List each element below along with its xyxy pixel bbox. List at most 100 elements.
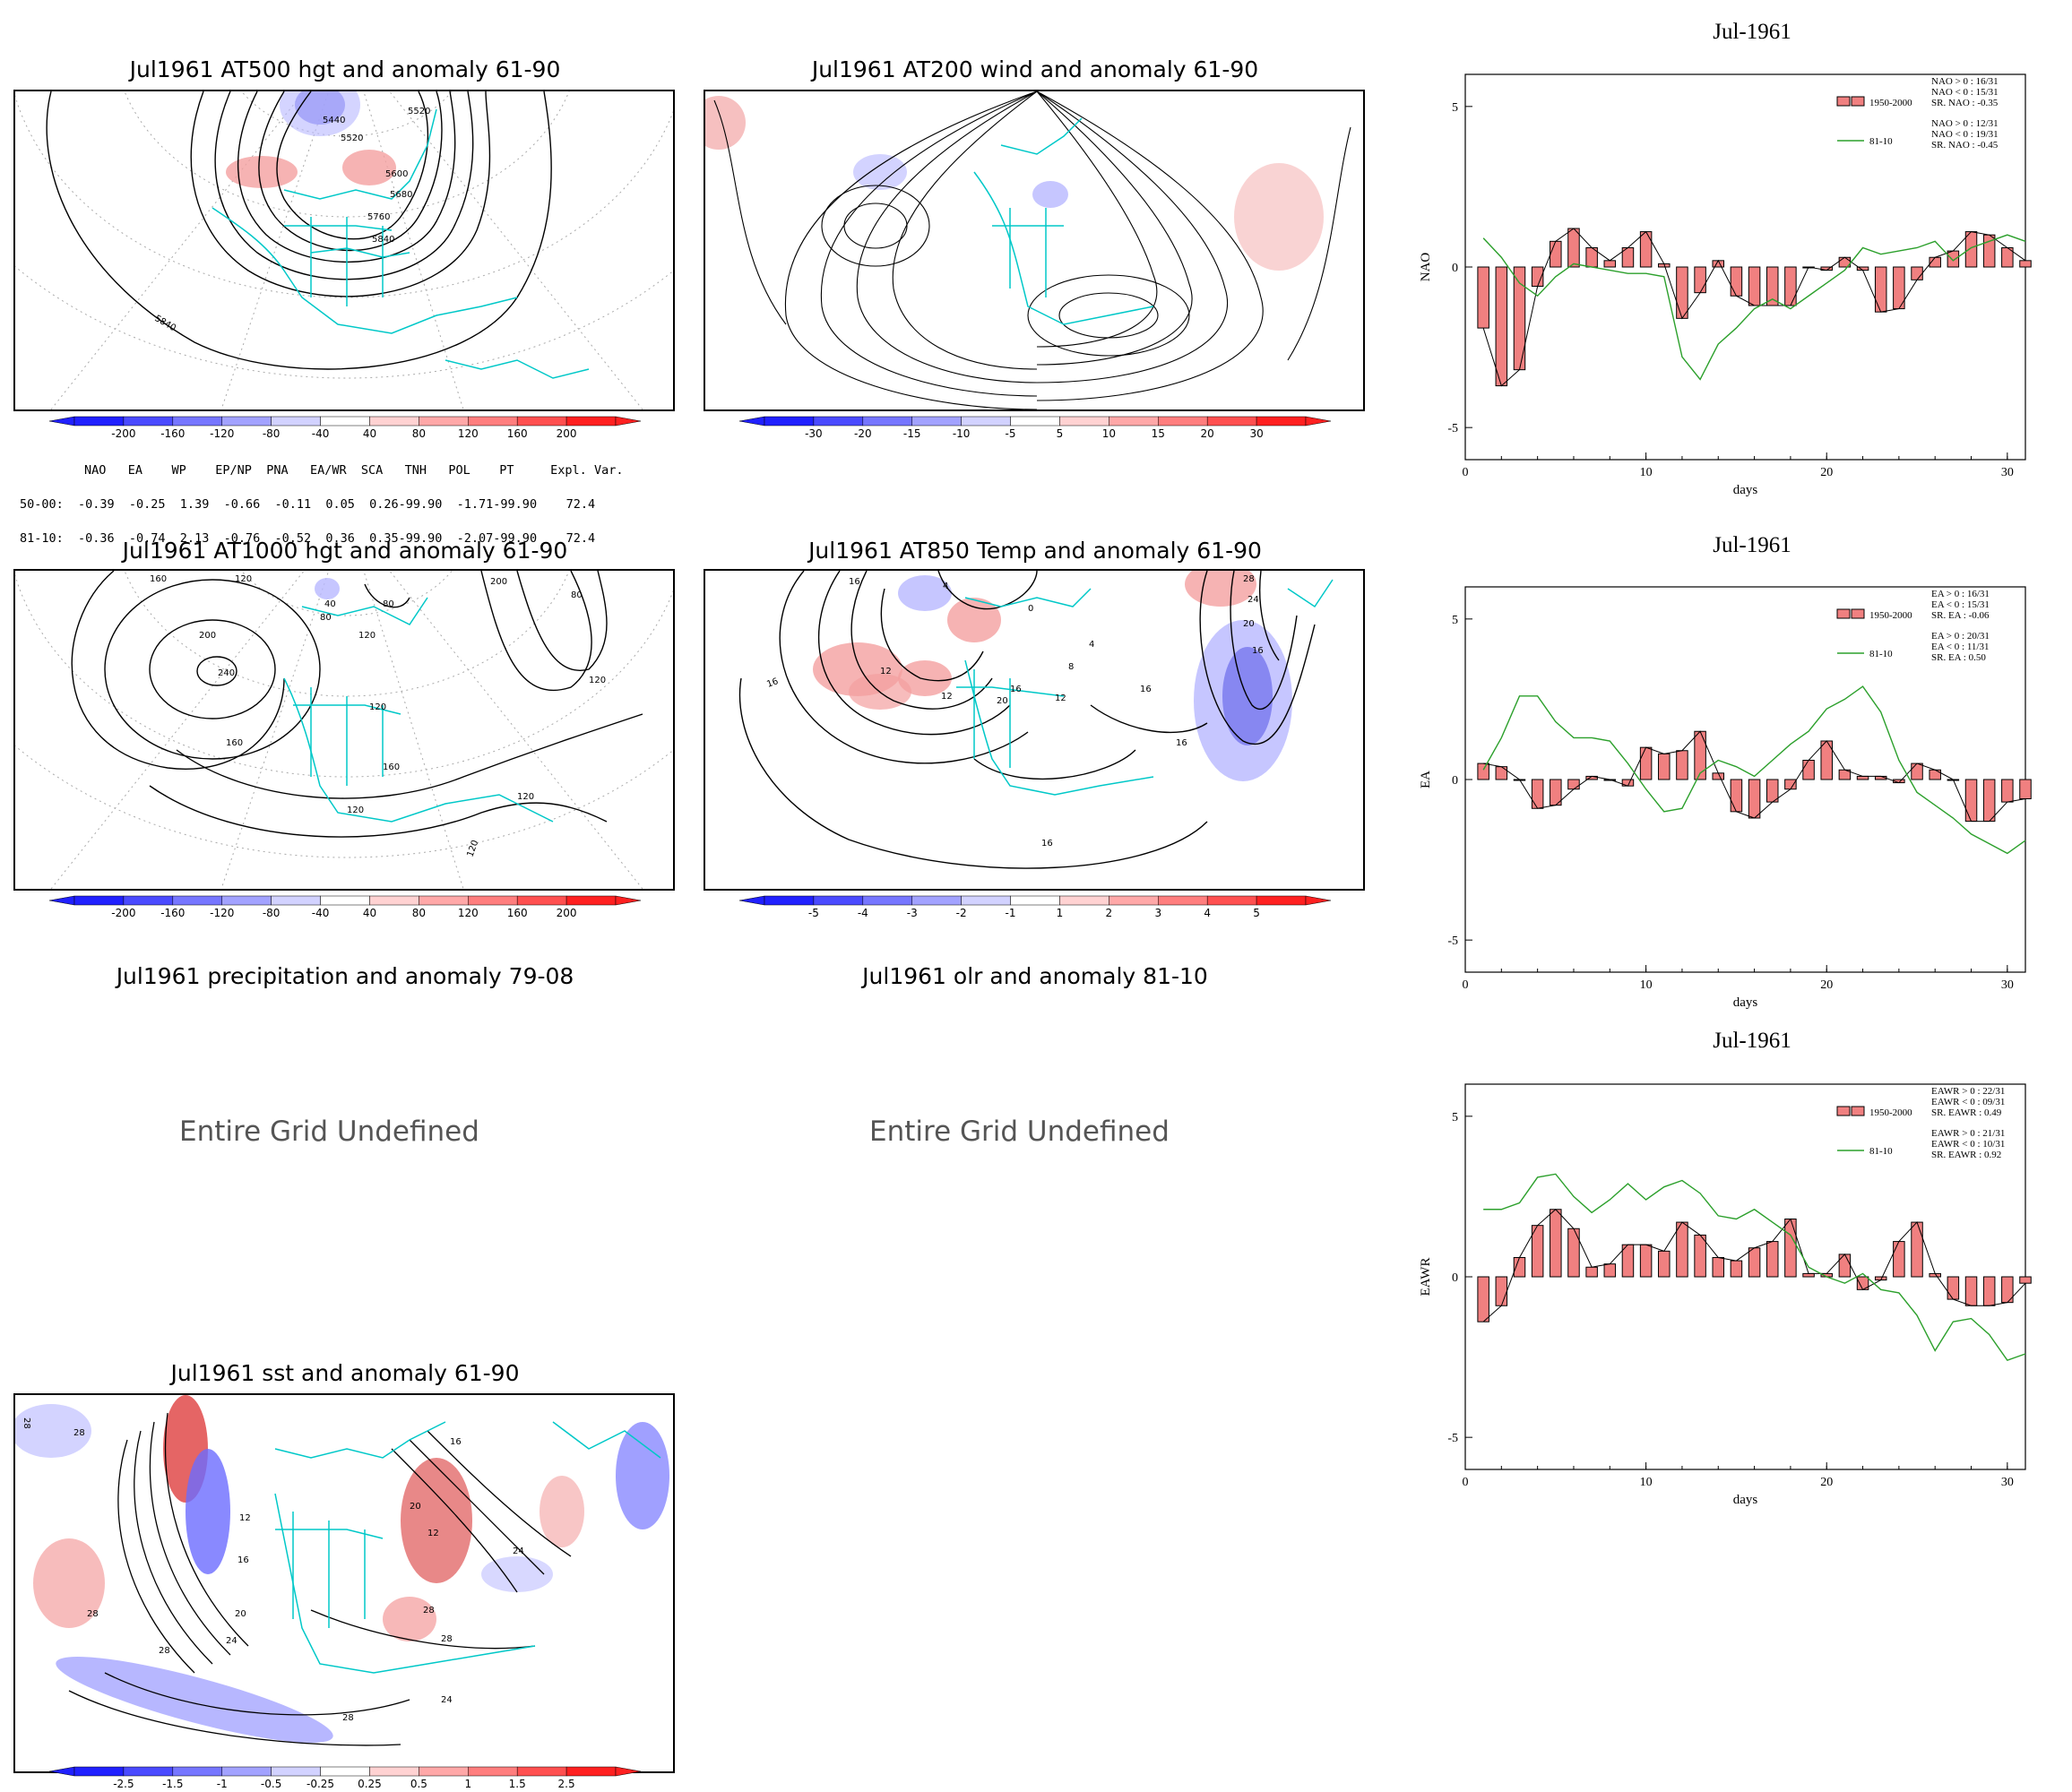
colorbar-segment xyxy=(221,416,272,426)
stats-1950-2000: EA > 0 : 16/31 xyxy=(1931,589,1990,599)
at850-label: 0 xyxy=(1028,604,1033,614)
stats-1950-2000: EA < 0 : 15/31 xyxy=(1931,599,1990,610)
at850-label: 12 xyxy=(941,692,953,702)
series-line-81-10 xyxy=(1483,1173,2026,1362)
colorbar-tick-label: 120 xyxy=(458,427,479,440)
sst-label: 28 xyxy=(73,1428,85,1438)
bar xyxy=(1929,769,1941,780)
colorbar-segment xyxy=(73,895,125,906)
sst-label: 12 xyxy=(239,1513,251,1523)
colorbar-tick-label: -10 xyxy=(953,427,971,440)
y-axis-label: EAWR xyxy=(1419,1258,1433,1297)
stats-81-10: EA < 0 : 11/31 xyxy=(1931,642,1989,652)
colorbar-tick-label: -5 xyxy=(1006,427,1016,440)
colorbar-tick-label: -2 xyxy=(956,907,967,919)
at850-label: 16 xyxy=(849,577,860,587)
colorbar-end-right xyxy=(615,416,641,426)
colorbar-tick-label: -4 xyxy=(858,907,868,919)
colorbar-segment xyxy=(862,416,912,426)
colorbar-segment xyxy=(1109,895,1159,906)
bar xyxy=(1550,1209,1562,1278)
colorbar-tick-label: 160 xyxy=(507,907,528,919)
colorbar-tick-label: 160 xyxy=(507,427,528,440)
sst-title: Jul1961 sst and anomaly 61-90 xyxy=(170,1360,520,1386)
colorbar-tick-label: -80 xyxy=(263,427,281,440)
sst-label: 28 xyxy=(22,1417,31,1429)
at200-colorbar: -30 -20 -15 -10 -5 5 10 15 20 30 xyxy=(739,416,1331,440)
bar xyxy=(1567,228,1580,268)
colorbar-tick-label: -120 xyxy=(210,907,234,919)
colorbar-tick-label: -40 xyxy=(312,907,330,919)
sst-label: 28 xyxy=(342,1713,354,1723)
nao-chart-title: Jul-1961 xyxy=(1713,20,1791,44)
colorbar-tick-label: -1 xyxy=(217,1778,228,1790)
colorbar-tick-label: -15 xyxy=(903,427,921,440)
colorbar-segment xyxy=(320,895,370,906)
bar-series-line xyxy=(1483,730,2026,823)
legend-label-1950-2000: 1950-2000 xyxy=(1869,1107,1912,1118)
sst-label: 16 xyxy=(237,1555,249,1565)
sst-label: 24 xyxy=(441,1695,453,1705)
colorbar-segment xyxy=(1059,416,1109,426)
bar xyxy=(1730,1260,1743,1278)
legend-label-81-10: 81-10 xyxy=(1869,649,1893,659)
stats-81-10: NAO < 0 : 19/31 xyxy=(1931,129,1999,140)
x-tick-label: 0 xyxy=(1463,1476,1469,1489)
colorbar-segment xyxy=(1109,416,1159,426)
at1000-label: 120 xyxy=(369,702,386,712)
ea-chart-title: Jul-1961 xyxy=(1713,533,1791,557)
at850-label: 16 xyxy=(1252,646,1264,656)
bar xyxy=(1911,762,1923,780)
bar xyxy=(1712,1257,1725,1278)
y-axis-label: NAO xyxy=(1419,253,1433,282)
bar xyxy=(1676,750,1688,780)
at850-label: 16 xyxy=(1176,738,1187,748)
colorbar-segment xyxy=(862,895,912,906)
bar xyxy=(1748,1247,1761,1278)
colorbar-segment xyxy=(1206,895,1257,906)
colorbar-tick-label: 5 xyxy=(1057,427,1064,440)
legend-swatch-1950-2000 xyxy=(1836,1106,1851,1116)
eawr-chart: 0 10 20 30 -5 0 5 days EAWR 1950-2000 81-10 EAWR > … xyxy=(1416,1080,2043,1510)
colorbar-segment xyxy=(911,416,962,426)
sst-label: 16 xyxy=(450,1437,462,1447)
colorbar-segment xyxy=(123,416,174,426)
ts-chart-svg: 0 10 20 30 -5 0 5 days NAO 1950-2000 81-10 NAO > 0 … xyxy=(1419,73,2032,497)
colorbar-end-right xyxy=(1305,895,1331,906)
bar xyxy=(1838,1254,1852,1278)
y-tick-label: 5 xyxy=(1452,1111,1458,1124)
colorbar-segment xyxy=(516,1766,567,1777)
at1000-label: 120 xyxy=(358,631,376,641)
bar xyxy=(1964,1276,1978,1306)
bar xyxy=(1676,1221,1688,1278)
bar xyxy=(1694,1234,1706,1278)
colorbar-segment xyxy=(961,895,1011,906)
colorbar-tick-label: -5 xyxy=(808,907,819,919)
at500-title: Jul1961 AT500 hgt and anomaly 61-90 xyxy=(129,56,561,82)
stats-81-10: EAWR < 0 : 10/31 xyxy=(1931,1139,2005,1150)
colorbar-tick-label: 3 xyxy=(1154,907,1161,919)
colorbar-segment xyxy=(419,416,469,426)
bar xyxy=(1585,1266,1598,1278)
x-tick-label: 10 xyxy=(1640,978,1653,992)
index-table-row-81-10: 81-10: -0.36 -0.74 2.13 -0.76 -0.52 0.36… xyxy=(20,531,596,546)
at1000-map-svg: 160 120 40 80 80 120 200 80 200 240 160 … xyxy=(15,571,673,889)
sst-label: 28 xyxy=(87,1609,99,1619)
bar xyxy=(1784,1219,1797,1278)
stats-1950-2000: EAWR > 0 : 22/31 xyxy=(1931,1086,2005,1097)
sst-label: 20 xyxy=(235,1609,246,1619)
bar xyxy=(1947,250,1960,268)
colorbar-tick-label: -80 xyxy=(263,907,281,919)
bar xyxy=(1730,266,1743,297)
colorbar-tick-label: 2.5 xyxy=(558,1778,575,1790)
teleconnection-index-table: NAO EA WP EP/NP PNA EA/WR SCA TNH POL PT… xyxy=(20,445,623,564)
y-tick-label: -5 xyxy=(1447,935,1458,948)
at850-label: 4 xyxy=(1089,640,1094,650)
at850-map: 16 4 0 28 24 20 16 12 12 16 20 8 16 12 4… xyxy=(704,569,1365,891)
stats-81-10: SR. EA : 0.50 xyxy=(1931,652,1986,663)
colorbar-segment xyxy=(813,416,864,426)
at1000-label: 120 xyxy=(347,806,364,815)
colorbar-segment xyxy=(123,895,174,906)
at850-label: 16 xyxy=(1010,685,1022,694)
colorbar-tick-label: 0.25 xyxy=(358,1778,382,1790)
